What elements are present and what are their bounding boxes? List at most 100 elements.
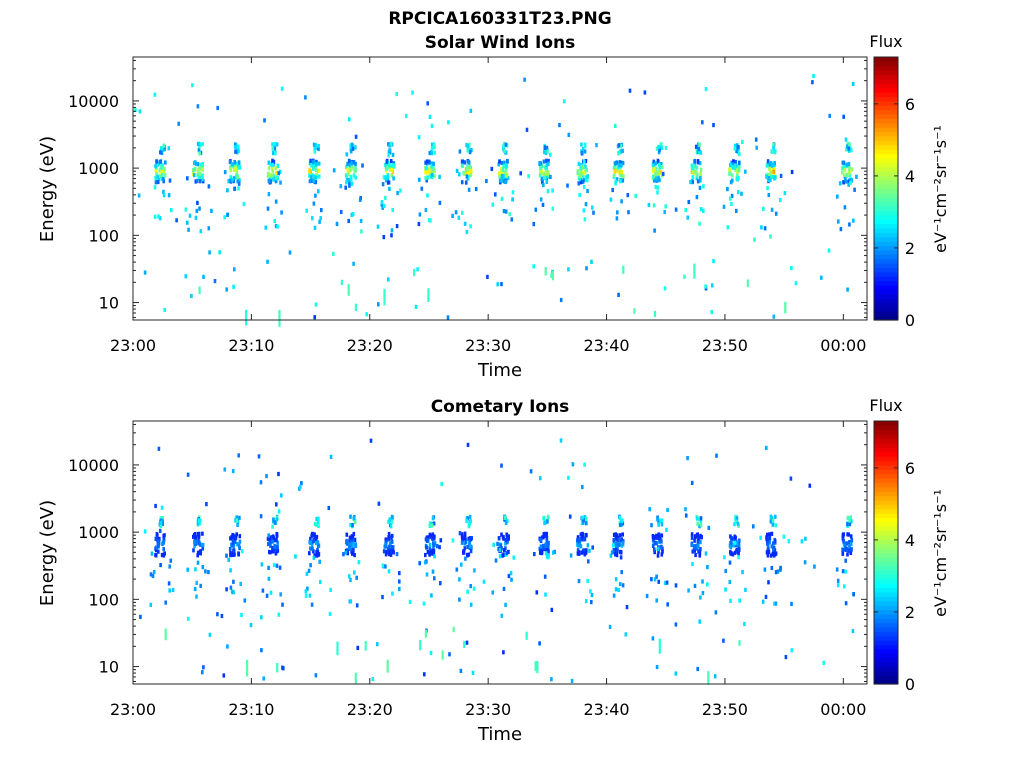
heatmap-cell	[581, 531, 584, 536]
heatmap-cell	[505, 164, 508, 169]
heatmap-cell	[738, 598, 741, 603]
colorbar-segment	[874, 517, 898, 523]
heatmap-cell	[545, 162, 549, 167]
heatmap-cell	[238, 515, 241, 520]
heatmap-cell	[650, 577, 653, 582]
heatmap-cell	[546, 170, 549, 175]
heatmap-cell	[765, 445, 768, 450]
heatmap-cell	[314, 167, 318, 172]
y-axis-label: Energy (eV)	[37, 136, 58, 242]
heatmap-cell	[350, 165, 354, 170]
heatmap-cell	[389, 159, 393, 164]
heatmap-cell	[382, 235, 386, 240]
heatmap-cell	[426, 193, 429, 198]
heatmap-cell	[774, 211, 778, 216]
heatmap-cell	[625, 605, 629, 610]
heatmap-cell	[446, 315, 450, 320]
heatmap-cell	[457, 215, 461, 220]
heatmap-cell	[697, 544, 700, 549]
heatmap-cell	[469, 168, 473, 173]
heatmap-cell	[577, 541, 581, 546]
heatmap-cell	[263, 118, 266, 123]
heatmap-cell	[690, 542, 693, 548]
heatmap-cell	[386, 659, 389, 673]
heatmap-cell	[539, 169, 542, 174]
colorbar-segment	[874, 556, 898, 562]
heatmap-cell	[500, 532, 503, 537]
heatmap-cell	[154, 503, 157, 509]
heatmap-cell	[772, 314, 776, 319]
heatmap-cell	[469, 519, 472, 524]
heatmap-cell	[692, 164, 696, 169]
heatmap-cell	[543, 574, 547, 579]
heatmap-cell	[451, 538, 455, 543]
heatmap-cell	[155, 545, 158, 550]
colorbar-segment	[874, 543, 898, 549]
heatmap-cell	[466, 164, 470, 169]
heatmap-cell	[694, 169, 697, 174]
heatmap-cell	[237, 186, 240, 191]
heatmap-cell	[157, 549, 160, 554]
heatmap-cell	[621, 532, 624, 537]
heatmap-cell	[349, 143, 352, 148]
heatmap-cell	[743, 621, 746, 627]
heatmap-cell	[149, 602, 153, 607]
heatmap-cell	[353, 537, 357, 542]
heatmap-cell	[541, 178, 544, 183]
heatmap-cell	[769, 514, 773, 519]
colorbar-segment	[874, 534, 898, 540]
heatmap-cell	[507, 536, 510, 541]
heatmap-cell	[581, 484, 584, 490]
heatmap-cell	[276, 224, 279, 229]
heatmap-cell	[267, 160, 271, 165]
heatmap-cell	[500, 160, 503, 166]
heatmap-cell	[766, 532, 769, 537]
heatmap-cell	[768, 536, 772, 541]
colorbar-tick-label: 2	[905, 239, 915, 258]
heatmap-cell	[315, 162, 318, 167]
heatmap-cell	[466, 442, 470, 447]
heatmap-cell	[729, 540, 733, 545]
heatmap-cell	[674, 207, 678, 212]
heatmap-cell	[314, 175, 318, 180]
heatmap-cell	[426, 101, 429, 106]
heatmap-cell	[663, 209, 666, 215]
heatmap-cell	[648, 507, 651, 512]
heatmap-cell	[351, 548, 354, 553]
heatmap-cell	[161, 521, 164, 527]
heatmap-cell	[568, 514, 572, 519]
heatmap-cell	[504, 538, 508, 543]
heatmap-cell	[737, 551, 740, 556]
heatmap-cell	[313, 521, 317, 526]
heatmap-cell	[346, 548, 349, 553]
heatmap-cell	[231, 177, 234, 182]
heatmap-cell	[154, 536, 158, 541]
heatmap-cell	[197, 168, 200, 173]
heatmap-cell	[580, 150, 584, 156]
heatmap-cell	[847, 182, 850, 187]
heatmap-cell	[236, 522, 239, 527]
heatmap-cell	[344, 185, 347, 190]
heatmap-cell	[418, 212, 422, 217]
heatmap-cell	[308, 551, 311, 556]
heatmap-cell	[843, 168, 847, 173]
colorbar-segment	[874, 552, 898, 558]
heatmap-cell	[697, 146, 701, 152]
heatmap-cell	[160, 552, 164, 558]
heatmap-cell	[155, 161, 159, 166]
heatmap-cell	[467, 159, 470, 164]
heatmap-cell	[193, 166, 197, 171]
heatmap-cell	[768, 161, 772, 167]
heatmap-cell	[264, 225, 268, 230]
heatmap-cell	[738, 640, 741, 646]
heatmap-cell	[804, 536, 807, 541]
heatmap-cell	[228, 178, 232, 183]
heatmap-cell	[585, 178, 589, 183]
heatmap-cell	[387, 549, 390, 554]
heatmap-cell	[156, 533, 159, 538]
heatmap-cell	[769, 174, 773, 179]
colorbar-segment	[874, 306, 898, 312]
heatmap-cell	[466, 148, 470, 153]
heatmap-cell	[432, 161, 435, 166]
